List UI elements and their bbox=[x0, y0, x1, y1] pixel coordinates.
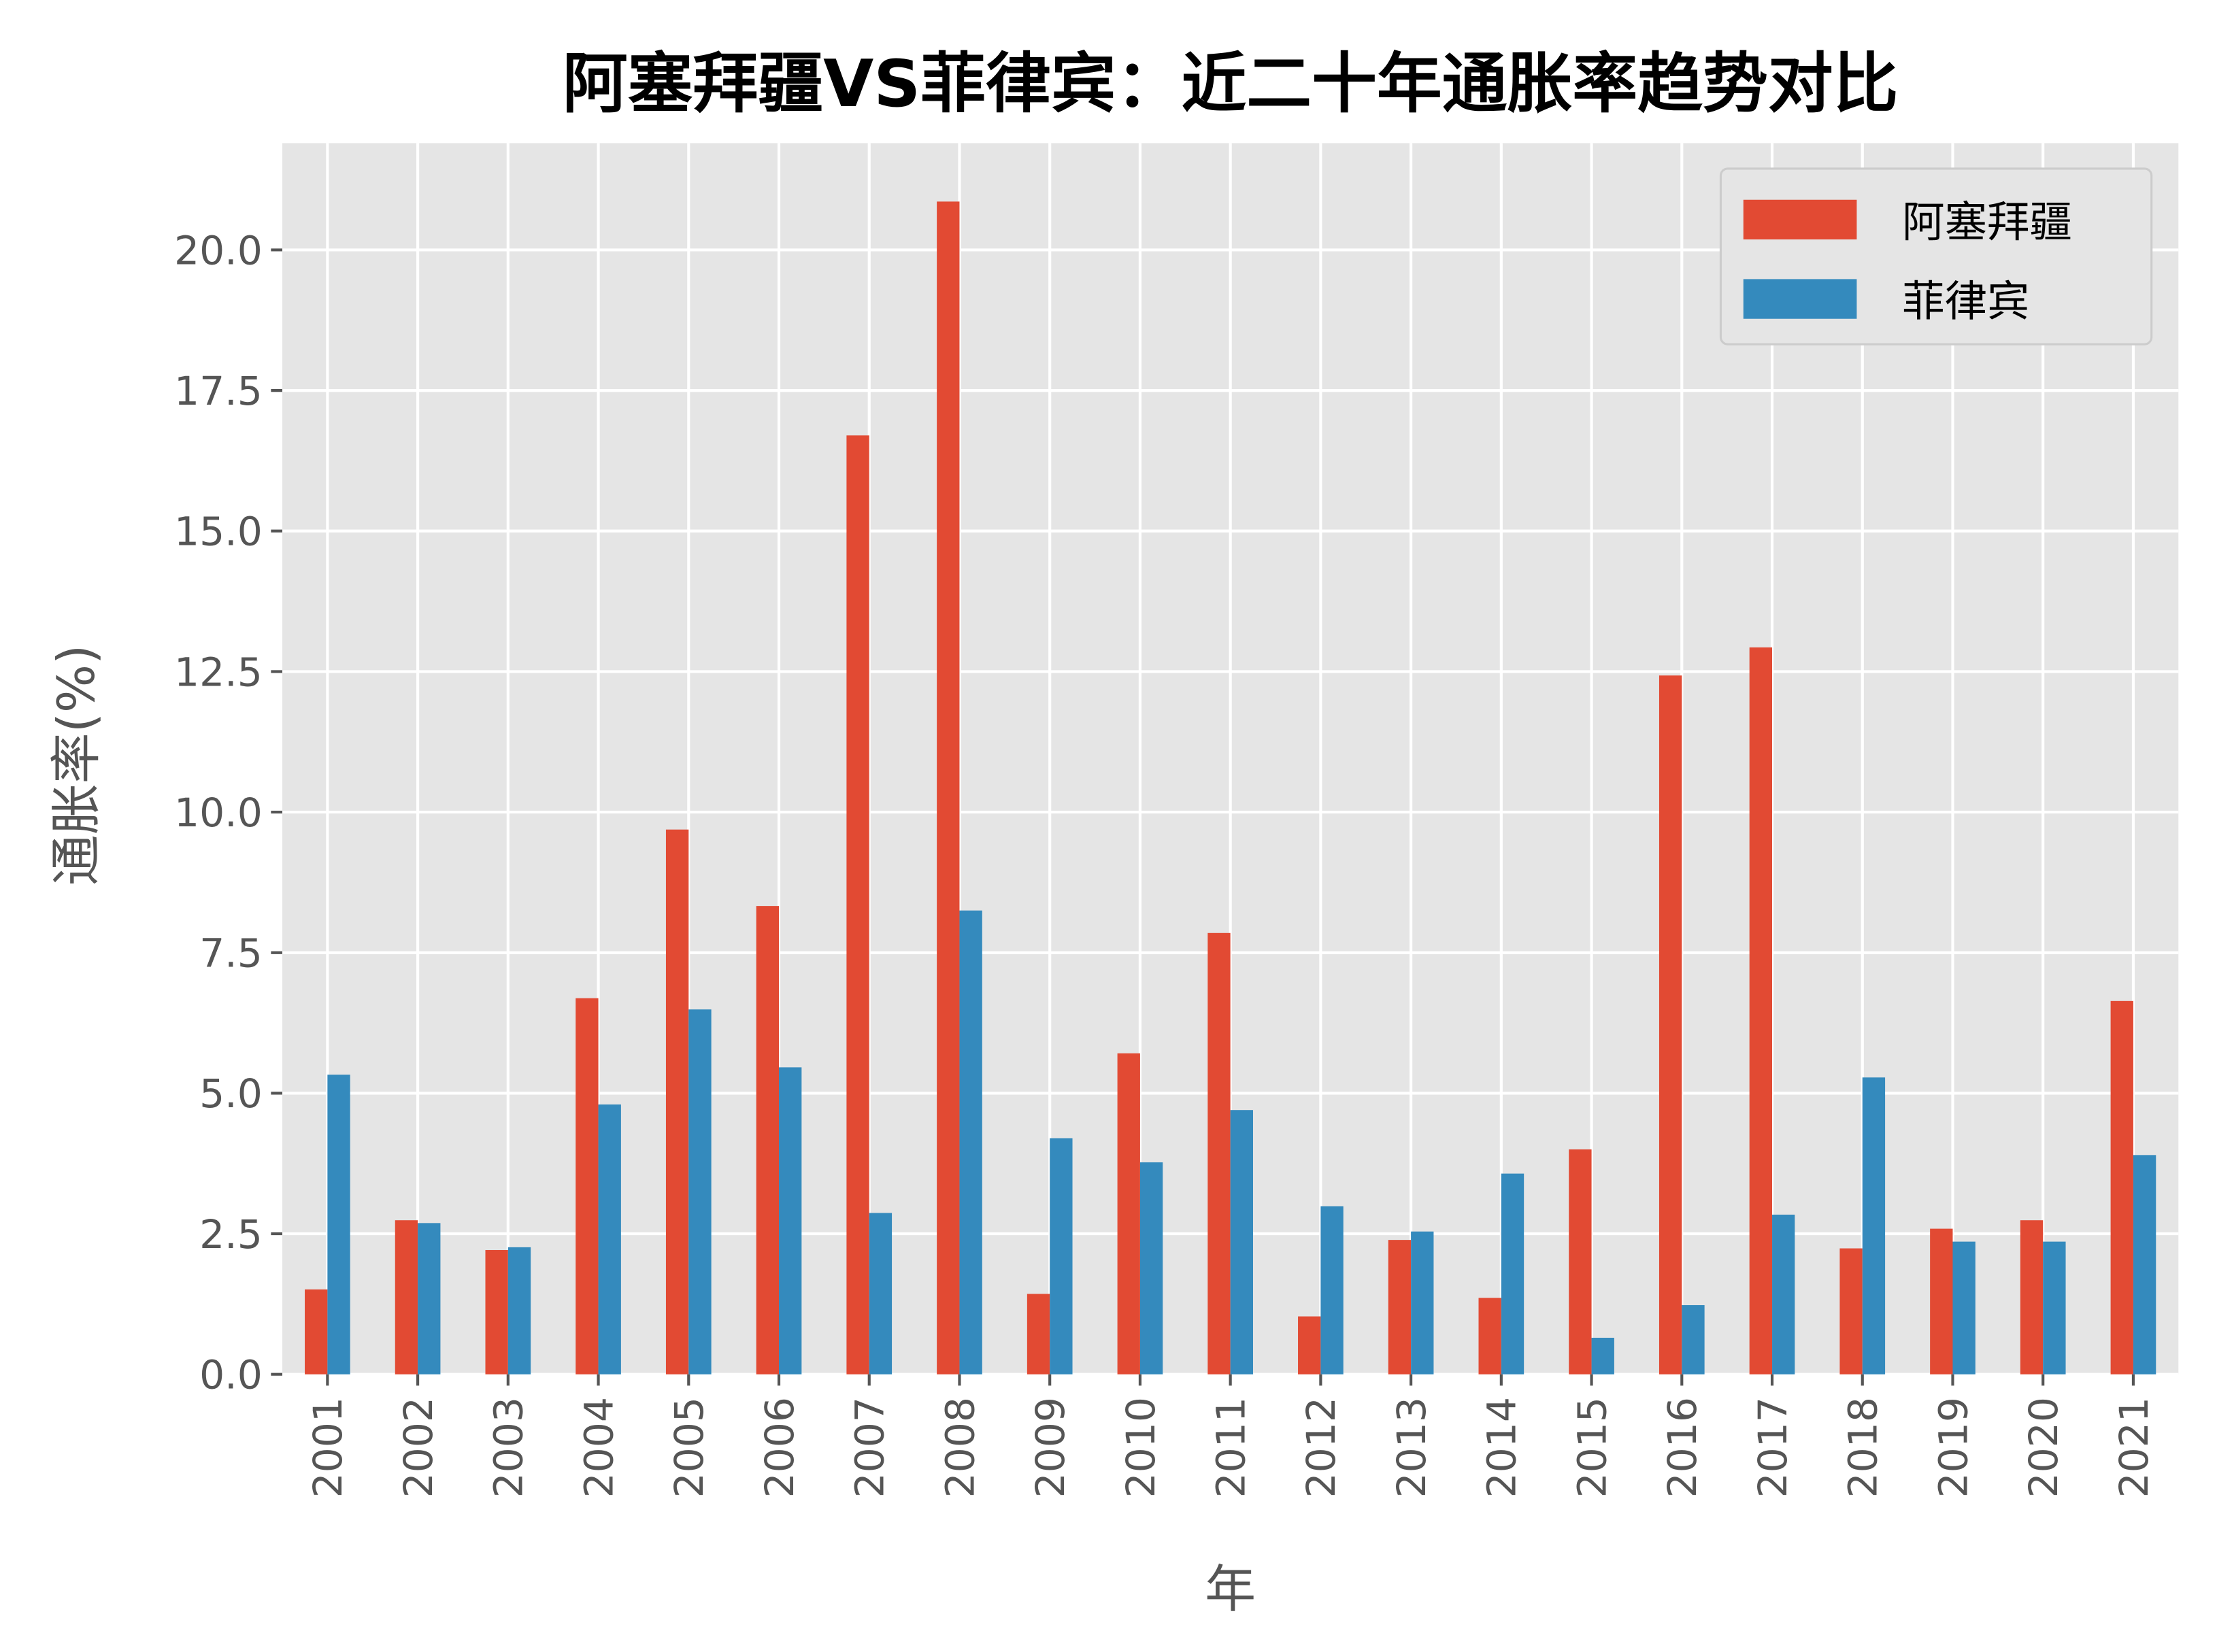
x-tick-label: 2004 bbox=[576, 1397, 622, 1498]
x-tick-label: 2015 bbox=[1569, 1397, 1615, 1498]
x-tick-label: 2021 bbox=[2111, 1397, 2157, 1498]
x-tick-label: 2013 bbox=[1388, 1397, 1435, 1498]
bar-azerbaijan-2006 bbox=[756, 906, 780, 1375]
bar-philippines-2004 bbox=[598, 1104, 621, 1375]
x-tick-label: 2011 bbox=[1207, 1397, 1254, 1498]
bar-philippines-2017 bbox=[1772, 1214, 1795, 1375]
bar-philippines-2016 bbox=[1682, 1305, 1705, 1375]
bar-philippines-2003 bbox=[507, 1247, 531, 1375]
x-tick-label: 2018 bbox=[1840, 1397, 1886, 1498]
y-axis: 0.0 2.5 5.0 7.5 10.0 12.5 15.0 17.5 20.0 bbox=[174, 227, 283, 1398]
x-tick-label: 2007 bbox=[847, 1397, 893, 1498]
x-axis-label: 年 bbox=[1205, 1559, 1256, 1619]
bar-philippines-2001 bbox=[327, 1075, 350, 1375]
bar-philippines-2018 bbox=[1862, 1077, 1886, 1375]
x-tick-label: 2002 bbox=[395, 1397, 441, 1498]
y-tick-label: 17.5 bbox=[174, 368, 263, 414]
x-tick-label: 2019 bbox=[1930, 1397, 1976, 1498]
bar-philippines-2015 bbox=[1591, 1337, 1614, 1375]
y-tick-label: 2.5 bbox=[199, 1211, 263, 1258]
bar-philippines-2012 bbox=[1320, 1206, 1344, 1375]
bar-azerbaijan-2011 bbox=[1207, 932, 1231, 1375]
legend-label: 菲律宾 bbox=[1902, 277, 2029, 326]
x-tick-label: 2010 bbox=[1118, 1397, 1164, 1498]
bar-azerbaijan-2009 bbox=[1027, 1294, 1050, 1375]
chart-title: 阿塞拜疆VS菲律宾：近二十年通胀率趋势对比 bbox=[563, 46, 1899, 122]
bar-azerbaijan-2015 bbox=[1569, 1149, 1592, 1375]
y-tick-label: 15.0 bbox=[174, 509, 263, 555]
bar-azerbaijan-2012 bbox=[1298, 1316, 1321, 1375]
bar-philippines-2005 bbox=[688, 1009, 712, 1375]
y-tick-label: 20.0 bbox=[174, 227, 263, 273]
x-tick-label: 2003 bbox=[486, 1397, 532, 1498]
x-tick-label: 2014 bbox=[1479, 1397, 1525, 1498]
bar-azerbaijan-2010 bbox=[1117, 1053, 1140, 1375]
bar-azerbaijan-2019 bbox=[1930, 1228, 1953, 1375]
bar-azerbaijan-2005 bbox=[665, 829, 689, 1375]
x-tick-label: 2009 bbox=[1027, 1397, 1073, 1498]
bar-azerbaijan-2018 bbox=[1839, 1248, 1863, 1375]
bar-azerbaijan-2008 bbox=[937, 201, 960, 1375]
bar-philippines-2013 bbox=[1411, 1231, 1434, 1375]
bar-azerbaijan-2020 bbox=[2020, 1220, 2044, 1375]
x-tick-label: 2016 bbox=[1659, 1397, 1705, 1498]
y-axis-label: 通胀率(%) bbox=[46, 645, 106, 886]
bars bbox=[305, 201, 2156, 1375]
y-tick-label: 7.5 bbox=[199, 930, 263, 977]
bar-philippines-2014 bbox=[1501, 1173, 1524, 1375]
legend-swatch bbox=[1743, 279, 1857, 319]
bar-philippines-2007 bbox=[869, 1213, 893, 1375]
y-tick-label: 5.0 bbox=[199, 1071, 263, 1117]
x-tick-label: 2020 bbox=[2020, 1397, 2067, 1498]
bar-azerbaijan-2007 bbox=[846, 435, 869, 1375]
y-tick-label: 10.0 bbox=[174, 790, 263, 836]
x-tick-label: 2005 bbox=[666, 1397, 712, 1498]
x-tick-label: 2008 bbox=[937, 1397, 983, 1498]
x-tick-label: 2012 bbox=[1298, 1397, 1344, 1498]
bar-philippines-2021 bbox=[2133, 1155, 2156, 1375]
bar-philippines-2011 bbox=[1230, 1110, 1253, 1375]
bar-philippines-2008 bbox=[959, 910, 982, 1375]
x-tick-label: 2017 bbox=[1750, 1397, 1796, 1498]
legend-swatch bbox=[1743, 199, 1857, 240]
bar-philippines-2009 bbox=[1050, 1138, 1073, 1375]
bar-philippines-2019 bbox=[1952, 1241, 1976, 1375]
legend-label: 阿塞拜疆 bbox=[1902, 197, 2072, 247]
y-tick-label: 0.0 bbox=[199, 1352, 263, 1398]
bar-philippines-2020 bbox=[2043, 1241, 2066, 1375]
x-tick-label: 2006 bbox=[756, 1397, 803, 1498]
bar-azerbaijan-2004 bbox=[576, 998, 599, 1375]
bar-azerbaijan-2021 bbox=[2110, 1000, 2133, 1375]
bar-azerbaijan-2014 bbox=[1478, 1298, 1501, 1375]
bar-azerbaijan-2001 bbox=[305, 1289, 328, 1375]
bar-azerbaijan-2003 bbox=[485, 1250, 508, 1375]
x-axis: 2001 2002 2003 2004 2005 2006 2007 2008 2009 2010… bbox=[305, 1374, 2157, 1498]
x-tick-label: 2001 bbox=[305, 1397, 351, 1498]
bar-philippines-2006 bbox=[779, 1067, 802, 1375]
y-tick-label: 12.5 bbox=[174, 649, 263, 695]
bar-azerbaijan-2002 bbox=[395, 1220, 418, 1375]
bar-azerbaijan-2013 bbox=[1388, 1240, 1412, 1375]
bar-azerbaijan-2017 bbox=[1749, 647, 1773, 1375]
bar-philippines-2002 bbox=[418, 1223, 441, 1375]
bar-azerbaijan-2016 bbox=[1658, 675, 1682, 1375]
bar-philippines-2010 bbox=[1139, 1162, 1163, 1375]
